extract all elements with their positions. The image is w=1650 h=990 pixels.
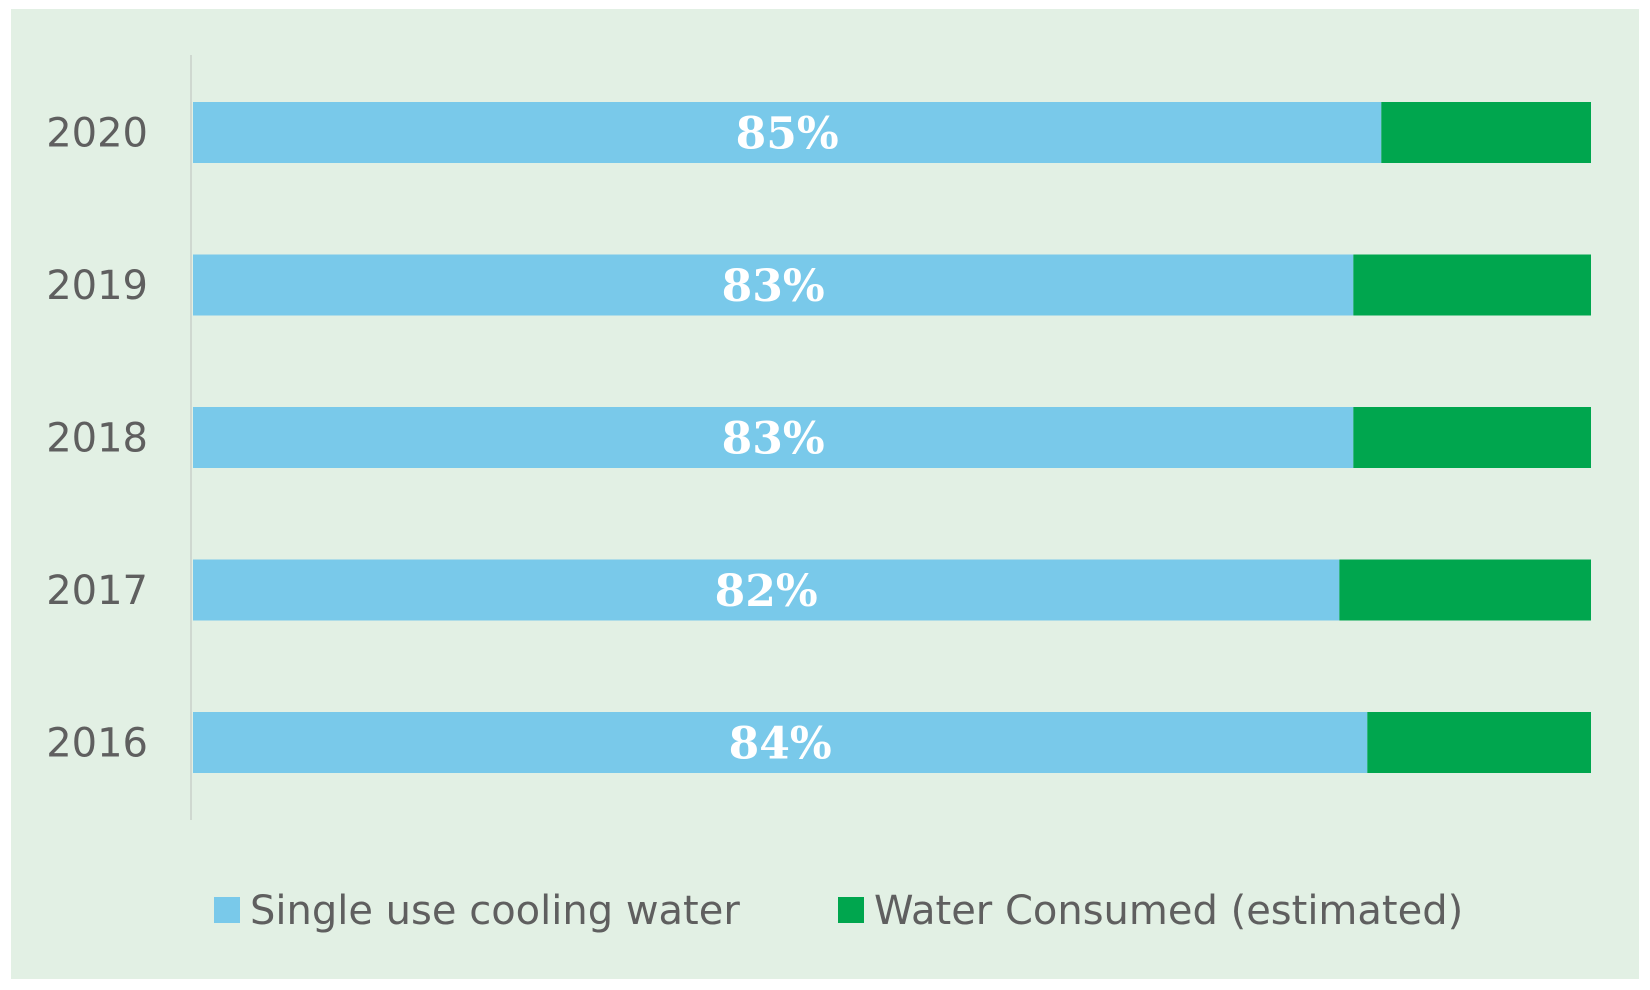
data-label-2018: 83% [722,414,825,465]
data-label-2019: 83% [722,261,825,312]
data-label-2016: 84% [729,719,832,770]
legend-swatch-single-use-cooling-water [214,897,240,923]
bar-single-use-cooling-water-2018 [193,407,1354,468]
bars-layer: 2020 85% 2019 83% 2018 83% 2017 82% 2016 84% [46,102,1591,773]
bar-single-use-cooling-water-2017 [193,559,1340,621]
bar-single-use-cooling-water-2016 [193,712,1368,773]
legend-label-water-consumed: Water Consumed (estimated) [874,888,1463,934]
bar-water-consumed-2016 [1367,712,1591,773]
legend: Single use cooling water Water Consumed … [214,888,1463,934]
chart-panel [11,9,1639,979]
category-label-2017: 2017 [46,568,148,614]
bar-water-consumed-2018 [1353,407,1591,468]
category-label-2020: 2020 [46,111,148,157]
bar-single-use-cooling-water-2019 [193,254,1354,316]
category-label-2016: 2016 [46,721,148,767]
legend-swatch-water-consumed [838,897,864,923]
category-label-2018: 2018 [46,416,148,462]
legend-label-single-use-cooling-water: Single use cooling water [250,888,740,934]
bar-single-use-cooling-water-2020 [193,102,1382,163]
bar-water-consumed-2019 [1353,254,1591,316]
data-label-2017: 82% [715,566,818,617]
bar-water-consumed-2017 [1339,559,1591,621]
data-label-2020: 85% [736,109,839,160]
bar-water-consumed-2020 [1381,102,1591,163]
category-label-2019: 2019 [46,263,148,309]
